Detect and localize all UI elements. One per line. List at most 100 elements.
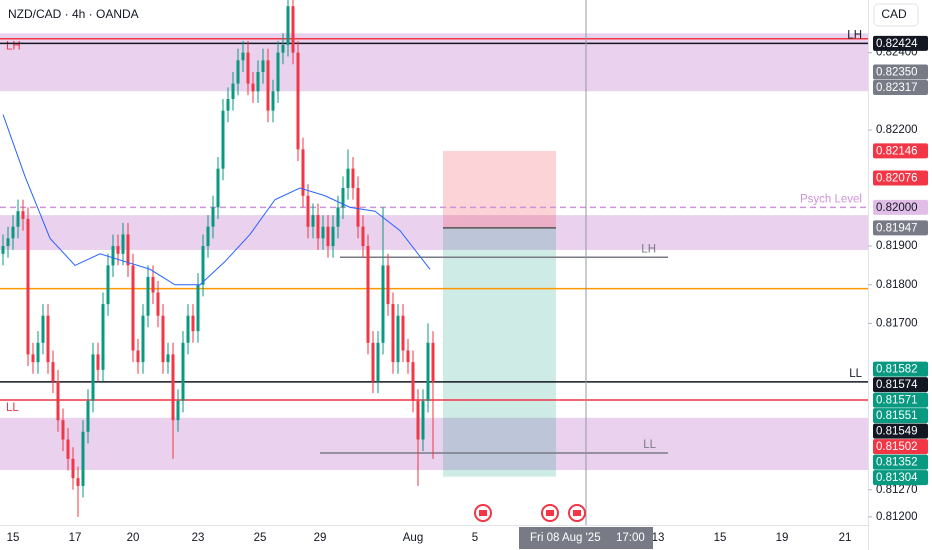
x-tick-label: 20 (127, 532, 140, 544)
candle-body (326, 226, 330, 247)
candle-body (76, 478, 80, 486)
candle-body (406, 350, 410, 363)
candle-body (386, 265, 390, 305)
price-badge (873, 361, 928, 377)
price-badge-label: 0.82317 (876, 82, 918, 94)
x-tick-label: 5 (472, 532, 478, 544)
y-tick-label: 0.81800 (876, 279, 918, 291)
candle-body (11, 226, 15, 239)
candle-body (196, 284, 200, 332)
candle-body (356, 188, 360, 227)
candle-body (241, 52, 245, 61)
price-badge-label: 0.82000 (876, 202, 918, 214)
candle-body (141, 315, 145, 363)
price-badge (873, 423, 928, 439)
candle-body (231, 83, 235, 100)
price-badge-label: 0.81947 (876, 222, 918, 234)
event-flag (479, 510, 487, 516)
candle-body (136, 350, 140, 363)
moving-average (2, 114, 431, 286)
candle-body (391, 304, 395, 363)
candle-body (126, 234, 130, 266)
candle-body (156, 292, 160, 316)
candle-body (331, 226, 335, 247)
candle-body (261, 60, 265, 72)
level-label: LL (6, 402, 19, 414)
candle-body (336, 207, 340, 227)
y-tick-label: 0.81700 (876, 317, 918, 329)
candle-body (216, 168, 220, 208)
zone (0, 215, 868, 250)
candle-body (416, 400, 420, 440)
x-tick-label: 25 (254, 532, 267, 544)
candle-body (111, 246, 115, 266)
price-badge-label: 0.82424 (876, 38, 918, 50)
candle-body (211, 207, 215, 227)
price-badge (873, 64, 928, 80)
candle-body (351, 168, 355, 189)
candle-body (316, 215, 320, 239)
price-badge (873, 143, 928, 159)
price-badge (873, 408, 928, 424)
y-tick-label: 0.82200 (876, 124, 918, 136)
candle-body (256, 71, 260, 92)
level-label: LL (643, 439, 656, 451)
x-tick-label: 17 (69, 532, 82, 544)
candle-body (71, 458, 75, 479)
price-badge-label: 0.82350 (876, 66, 918, 78)
candle-body (266, 60, 270, 111)
candle-body (151, 277, 155, 293)
level-label: Psych Level (800, 193, 862, 205)
candle-body (276, 52, 280, 92)
price-badge (873, 439, 928, 455)
candle-body (56, 381, 60, 421)
candle-body (431, 342, 435, 382)
candle-body (201, 246, 205, 285)
candle-body (81, 431, 85, 486)
candle-body (131, 265, 135, 351)
plot-area: LH LH Psych Level LL LL LH LL (0, 0, 868, 525)
candle-body (341, 188, 345, 208)
candle-body (176, 400, 180, 421)
candle-body (16, 211, 20, 227)
candle-body (86, 400, 90, 432)
candle-body (221, 110, 225, 169)
price-badge-label: 0.82076 (876, 172, 918, 184)
candle-body (101, 304, 105, 370)
price-badge (873, 170, 928, 186)
stop-zone (443, 150, 556, 228)
target-zone (443, 227, 556, 477)
candle-body (186, 315, 190, 343)
candle-body (396, 315, 400, 363)
level-label: LL (849, 368, 862, 380)
zone (0, 417, 868, 471)
candle-body (236, 60, 240, 84)
candle-body (106, 265, 110, 305)
candle-body (226, 99, 230, 111)
crosshair-box (519, 527, 653, 549)
y-tick-label: 0.81270 (876, 484, 918, 496)
candle-body (51, 362, 55, 382)
candle-body (116, 246, 120, 254)
candle-body (1, 246, 5, 254)
candle-body (291, 6, 295, 53)
price-badge (873, 79, 928, 95)
y-tick-label: 0.81900 (876, 240, 918, 252)
candle-body (181, 342, 185, 401)
candle-body (26, 218, 30, 355)
candle-body (376, 342, 380, 382)
x-tick-label: Aug (403, 532, 423, 544)
price-badge (873, 220, 928, 236)
candle-body (296, 52, 300, 150)
y-tick-label: 0.81200 (876, 511, 918, 523)
x-tick-label: 29 (314, 532, 327, 544)
price-badge-label: 0.81574 (876, 379, 918, 391)
level-label: LH (6, 41, 21, 53)
symbol-title: NZD/CAD · 4h · OANDA (8, 7, 139, 21)
price-badge (873, 199, 928, 215)
candle-body (251, 83, 255, 92)
candle-body (426, 342, 430, 401)
candle-body (46, 315, 50, 363)
price-badge-label: 0.81582 (876, 364, 918, 376)
